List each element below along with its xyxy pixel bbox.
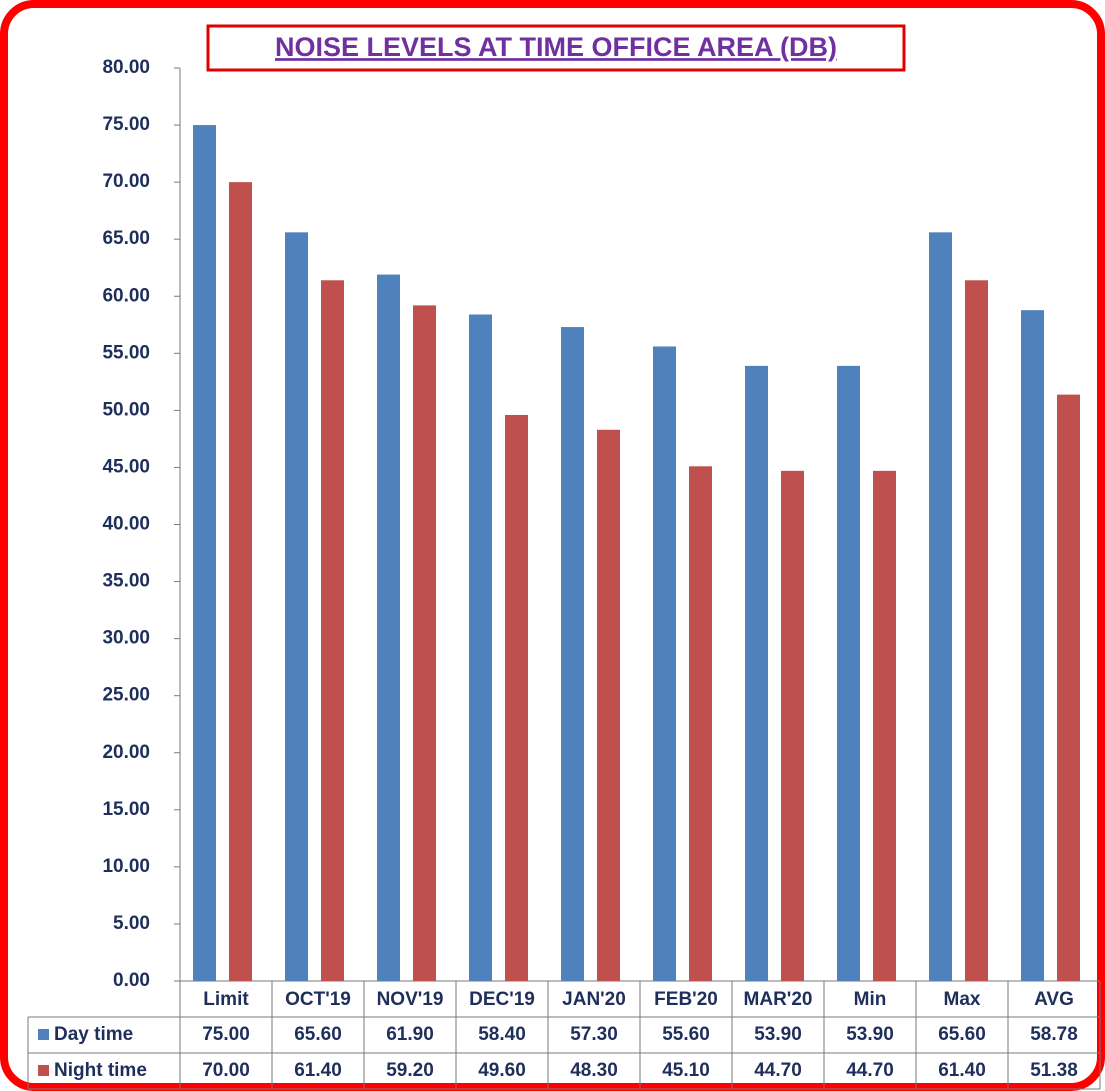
y-tick-label: 40.00 [102,514,150,535]
table-value: 58.78 [1030,1024,1078,1045]
bar [285,232,308,982]
x-tick-label: Max [944,989,981,1010]
table-value: 61.40 [938,1060,986,1081]
table-value: 61.40 [294,1060,342,1081]
bar [837,365,860,982]
bar [469,314,492,981]
table-value: 75.00 [202,1024,250,1045]
legend-label: Night time [54,1060,147,1081]
x-tick-label: FEB'20 [654,989,718,1010]
table-value: 55.60 [662,1024,710,1045]
y-tick-label: 80.00 [102,57,150,78]
x-tick-label: JAN'20 [562,989,626,1010]
bar [413,305,436,981]
legend-swatch [38,1029,49,1040]
x-tick-label: Limit [203,989,249,1010]
y-tick-label: 30.00 [102,628,150,649]
table-value: 57.30 [570,1024,618,1045]
table-value: 65.60 [938,1024,986,1045]
x-tick-label: NOV'19 [377,989,444,1010]
y-tick-label: 5.00 [113,913,150,934]
bar [653,346,676,982]
bar [377,274,400,981]
bar [561,327,584,982]
bar [745,365,768,982]
bar [965,280,988,982]
y-tick-label: 65.00 [102,228,150,249]
y-tick-label: 75.00 [102,114,150,135]
bar [321,280,344,982]
table-value: 51.38 [1030,1060,1078,1081]
table-value: 44.70 [846,1060,894,1081]
bar [1057,394,1080,982]
bar [229,182,252,981]
y-tick-label: 0.00 [113,970,150,991]
table-value: 59.20 [386,1060,434,1081]
bar [193,125,216,981]
chart-title: NOISE LEVELS AT TIME OFFICE AREA (DB) [275,32,837,62]
table-value: 65.60 [294,1024,342,1045]
title-box [206,24,906,72]
bar [689,466,712,981]
y-tick-label: 70.00 [102,171,150,192]
y-tick-label: 45.00 [102,456,150,477]
y-tick-label: 35.00 [102,571,150,592]
bar [873,470,896,981]
table-value: 44.70 [754,1060,802,1081]
table-value: 53.90 [846,1024,894,1045]
bar [505,414,528,981]
x-tick-label: Min [854,989,887,1010]
table-value: 70.00 [202,1060,250,1081]
y-tick-label: 50.00 [102,399,150,420]
table-value: 61.90 [386,1024,434,1045]
bar [597,429,620,981]
x-tick-label: OCT'19 [285,989,351,1010]
y-tick-label: 60.00 [102,285,150,306]
table-value: 58.40 [478,1024,526,1045]
table-value: 53.90 [754,1024,802,1045]
table-value: 48.30 [570,1060,618,1081]
y-tick-label: 10.00 [102,856,150,877]
y-tick-label: 25.00 [102,685,150,706]
y-tick-label: 55.00 [102,342,150,363]
legend-swatch [38,1065,49,1076]
x-tick-label: DEC'19 [469,989,535,1010]
bar [1021,310,1044,982]
bar [781,470,804,981]
table-value: 49.60 [478,1060,526,1081]
bar [929,232,952,982]
x-tick-label: AVG [1034,989,1074,1010]
y-tick-label: 15.00 [102,799,150,820]
legend-label: Day time [54,1024,133,1045]
y-tick-label: 20.00 [102,742,150,763]
table-value: 45.10 [662,1060,710,1081]
x-tick-label: MAR'20 [744,989,813,1010]
